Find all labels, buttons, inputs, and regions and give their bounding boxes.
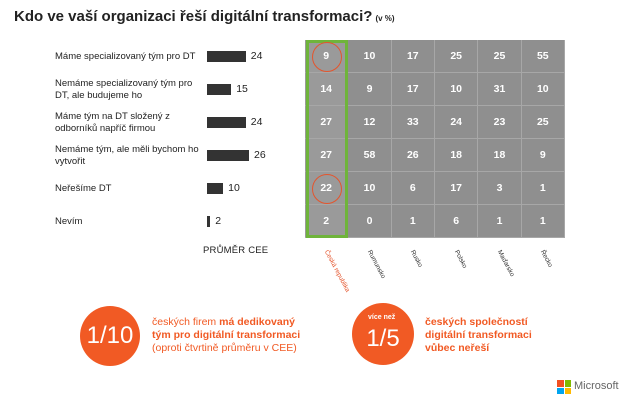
cee-average-bar bbox=[207, 183, 224, 194]
cee-average-value: 24 bbox=[250, 50, 263, 62]
stat-1-line2: tým pro digitální transformaci bbox=[152, 329, 301, 341]
cee-average-bar bbox=[207, 84, 232, 95]
data-cell: 55 bbox=[521, 40, 565, 73]
country-label: Rusko bbox=[409, 249, 424, 269]
country-label: Rumunsko bbox=[365, 249, 387, 280]
cee-average-bar bbox=[207, 150, 249, 161]
row-label: Máme specializovaný tým pro DT bbox=[55, 50, 196, 62]
data-cell: 14 bbox=[305, 73, 349, 106]
data-cell: 10 bbox=[435, 73, 479, 106]
data-cell: 9 bbox=[348, 73, 392, 106]
data-cell: 1 bbox=[521, 172, 565, 205]
data-cell: 6 bbox=[391, 172, 435, 205]
data-cell: 1 bbox=[478, 205, 522, 238]
data-cell: 6 bbox=[435, 205, 479, 238]
data-cell: 25 bbox=[521, 106, 565, 139]
cee-average-value: 24 bbox=[250, 116, 263, 128]
data-cell: 0 bbox=[348, 205, 392, 238]
data-cell: 10 bbox=[348, 172, 392, 205]
data-cell: 1 bbox=[391, 205, 435, 238]
cee-average-bar bbox=[207, 51, 246, 62]
title-unit: (v %) bbox=[375, 14, 395, 23]
stat-2-line2: digitální transformaci bbox=[425, 329, 532, 341]
stat-badge-2: 1/5 bbox=[352, 303, 414, 365]
stat-value-1: 1/10 bbox=[86, 322, 134, 349]
data-cell: 18 bbox=[435, 139, 479, 172]
data-cell: 31 bbox=[478, 73, 522, 106]
stat-prefix-2: více než bbox=[368, 314, 396, 321]
data-cell: 25 bbox=[435, 40, 479, 73]
circle-marker bbox=[311, 173, 342, 204]
row-label: Nemáme specializovaný tým pro DT, ale bu… bbox=[55, 77, 193, 101]
data-cell: 27 bbox=[305, 139, 349, 172]
data-cell: 23 bbox=[478, 106, 522, 139]
data-cell: 24 bbox=[435, 106, 479, 139]
data-cell: 9 bbox=[521, 139, 565, 172]
data-cell: 3 bbox=[478, 172, 522, 205]
cee-average-bar bbox=[207, 117, 246, 128]
stat-value-2: 1/5 bbox=[366, 325, 400, 352]
data-cell: 1 bbox=[521, 205, 565, 238]
stat-1-line1-bold: má dedikovaný bbox=[219, 316, 295, 328]
row-label: Máme tým na DT složený z odborníků napří… bbox=[55, 110, 170, 134]
stat-badge-1: 1/10 bbox=[80, 306, 140, 366]
page-title: Kdo ve vaší organizaci řeší digitální tr… bbox=[14, 8, 395, 25]
circle-marker bbox=[311, 41, 342, 72]
data-cell: 17 bbox=[391, 40, 435, 73]
country-label: Maďarsko bbox=[495, 249, 516, 278]
stat-text-1: českých firem má dedikovaný tým pro digi… bbox=[152, 316, 332, 355]
microsoft-logo-icon bbox=[557, 380, 571, 394]
stat-2-line1: českých společností bbox=[425, 316, 528, 328]
row-label: Neřešíme DT bbox=[55, 182, 112, 194]
brand-name: Microsoft bbox=[574, 380, 619, 392]
data-cell: 33 bbox=[391, 106, 435, 139]
data-cell: 58 bbox=[348, 139, 392, 172]
cee-average-header: PRŮMĚR CEE bbox=[203, 245, 269, 256]
country-label: Česká republika bbox=[322, 249, 351, 294]
data-cell: 17 bbox=[391, 73, 435, 106]
stat-1-line3: (oproti čtvrtině průměru v CEE) bbox=[152, 342, 297, 354]
title-text: Kdo ve vaší organizaci řeší digitální tr… bbox=[14, 8, 373, 25]
cee-average-value: 15 bbox=[236, 83, 248, 95]
cee-average-value: 2 bbox=[215, 215, 222, 227]
data-cell: 18 bbox=[478, 139, 522, 172]
cee-average-value: 10 bbox=[228, 182, 240, 194]
cee-average-value: 26 bbox=[254, 149, 266, 161]
data-cell: 17 bbox=[435, 172, 479, 205]
stat-2-line3: vůbec neřeší bbox=[425, 342, 490, 354]
row-label: Nemáme tým, ale měli bychom ho vytvořit bbox=[55, 143, 199, 167]
data-cell: 26 bbox=[391, 139, 435, 172]
row-label: Nevím bbox=[55, 215, 83, 227]
data-cell: 12 bbox=[348, 106, 392, 139]
data-cell: 25 bbox=[478, 40, 522, 73]
stat-text-2: českých společností digitální transforma… bbox=[425, 316, 575, 355]
data-cell: 10 bbox=[521, 73, 565, 106]
country-label: Polsko bbox=[452, 249, 468, 270]
country-label: Řecko bbox=[539, 249, 554, 269]
stat-1-line1: českých firem bbox=[152, 316, 220, 328]
cee-average-bar bbox=[207, 216, 211, 227]
data-cell: 10 bbox=[348, 40, 392, 73]
data-cell: 27 bbox=[305, 106, 349, 139]
